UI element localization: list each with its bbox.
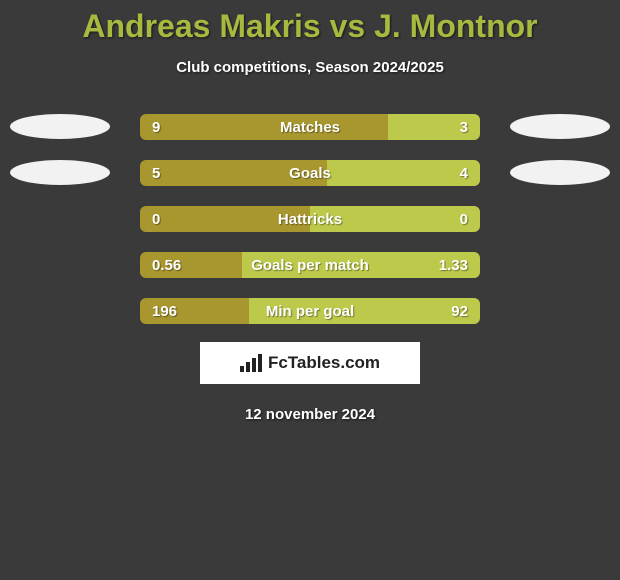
- right-value: 0: [460, 211, 468, 228]
- left-value: 0.56: [152, 257, 181, 274]
- player-right-oval: [510, 160, 610, 185]
- stats-rows: 93Matches54Goals00Hattricks0.561.33Goals…: [0, 112, 620, 326]
- subtitle: Club competitions, Season 2024/2025: [0, 59, 620, 76]
- right-value: 92: [451, 303, 468, 320]
- right-value: 4: [460, 165, 468, 182]
- stat-bar-right: 3: [388, 114, 480, 140]
- stat-bar: 54Goals: [140, 160, 480, 186]
- stat-bar-left: 196: [140, 298, 249, 324]
- stat-bar: 00Hattricks: [140, 206, 480, 232]
- player-left-oval: [10, 160, 110, 185]
- brand-box: FcTables.com: [200, 342, 420, 384]
- right-value: 3: [460, 119, 468, 136]
- right-value: 1.33: [439, 257, 468, 274]
- left-value: 196: [152, 303, 177, 320]
- left-value: 9: [152, 119, 160, 136]
- stat-bar-right: 1.33: [242, 252, 480, 278]
- stat-bar: 93Matches: [140, 114, 480, 140]
- stat-bar-left: 0.56: [140, 252, 242, 278]
- stat-bar-left: 0: [140, 206, 310, 232]
- bars-icon: [240, 354, 262, 372]
- stat-bar-right: 0: [310, 206, 480, 232]
- stat-bar: 0.561.33Goals per match: [140, 252, 480, 278]
- brand-text: FcTables.com: [268, 353, 380, 373]
- stat-bar-left: 9: [140, 114, 388, 140]
- stat-row: 0.561.33Goals per match: [0, 250, 620, 280]
- stat-bar-right: 4: [327, 160, 480, 186]
- left-value: 5: [152, 165, 160, 182]
- date-text: 12 november 2024: [0, 406, 620, 423]
- stat-bar: 19692Min per goal: [140, 298, 480, 324]
- stat-row: 93Matches: [0, 112, 620, 142]
- player-left-oval: [10, 114, 110, 139]
- stat-row: 54Goals: [0, 158, 620, 188]
- left-value: 0: [152, 211, 160, 228]
- page-title: Andreas Makris vs J. Montnor: [0, 0, 620, 45]
- stat-row: 00Hattricks: [0, 204, 620, 234]
- player-right-oval: [510, 114, 610, 139]
- stat-row: 19692Min per goal: [0, 296, 620, 326]
- stat-bar-right: 92: [249, 298, 480, 324]
- stat-bar-left: 5: [140, 160, 327, 186]
